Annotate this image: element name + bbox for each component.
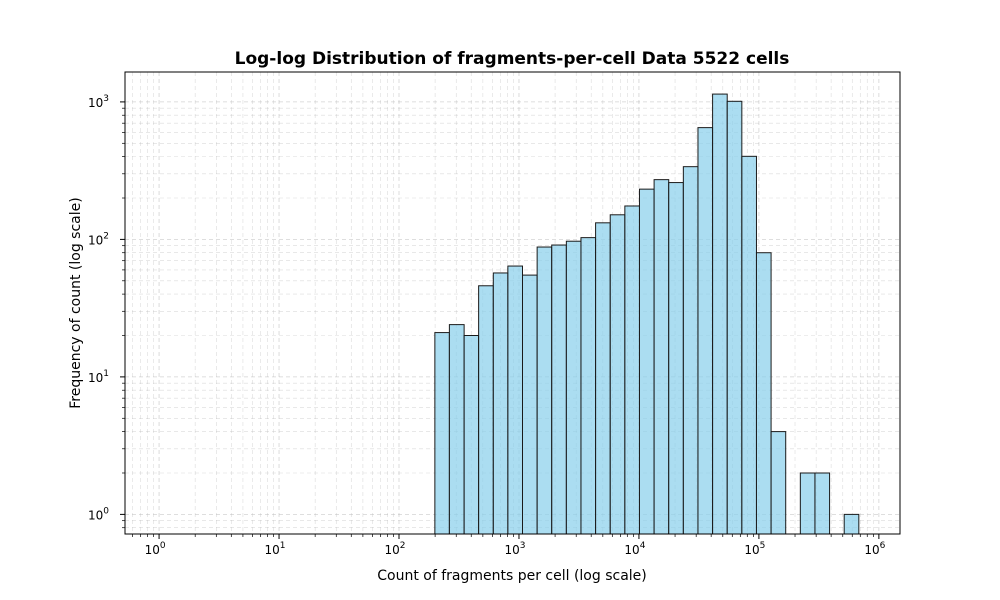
histogram-bar bbox=[814, 472, 831, 535]
plot-frame bbox=[124, 71, 901, 535]
histogram-bar bbox=[478, 285, 494, 535]
histogram-bar bbox=[580, 237, 597, 535]
histogram-bar bbox=[536, 246, 553, 535]
histogram-bar bbox=[653, 179, 670, 535]
histogram-bar bbox=[770, 431, 787, 535]
x-tick-label: 100 bbox=[145, 541, 166, 557]
y-tick-label: 102 bbox=[88, 231, 109, 247]
histogram-bar bbox=[799, 472, 816, 535]
x-tick-label: 102 bbox=[384, 541, 405, 557]
x-tick-label: 105 bbox=[744, 541, 765, 557]
histogram-bar bbox=[741, 155, 757, 535]
histogram-bar bbox=[726, 100, 743, 535]
histogram-bar bbox=[463, 335, 480, 535]
histogram-bar bbox=[638, 188, 655, 535]
histogram-bar bbox=[434, 332, 450, 535]
histogram-bar bbox=[448, 324, 465, 535]
histogram-bar bbox=[609, 214, 626, 535]
y-tick-label: 103 bbox=[88, 94, 109, 110]
y-tick-label: 101 bbox=[88, 369, 109, 385]
histogram-bar bbox=[697, 127, 714, 535]
histogram-bar bbox=[712, 93, 728, 535]
histogram-bar bbox=[668, 182, 684, 535]
histogram-bar bbox=[565, 240, 582, 535]
x-tick-label: 103 bbox=[504, 541, 525, 557]
histogram-bar bbox=[682, 166, 699, 535]
histogram-bar bbox=[551, 244, 567, 535]
x-axis-label: Count of fragments per cell (log scale) bbox=[377, 568, 647, 584]
y-tick-label: 100 bbox=[88, 506, 109, 522]
y-axis-label: Frequency of count (log scale) bbox=[68, 197, 84, 408]
histogram-bar bbox=[624, 205, 640, 535]
histogram-bar bbox=[507, 265, 523, 535]
x-tick-label: 104 bbox=[624, 541, 645, 557]
chart-title: Log-log Distribution of fragments-per-ce… bbox=[235, 49, 790, 69]
histogram-bar bbox=[595, 222, 611, 535]
x-tick-label: 106 bbox=[864, 541, 885, 557]
histogram-bar bbox=[521, 274, 538, 535]
histogram-bar bbox=[843, 513, 860, 535]
histogram-bar bbox=[492, 272, 509, 535]
histogram-bars bbox=[434, 93, 860, 535]
histogram-bar bbox=[755, 252, 772, 535]
axis-ticks: 100 101 102 103 104 105 106 100 101 102 103 bbox=[88, 94, 886, 557]
x-tick-label: 101 bbox=[265, 541, 286, 557]
